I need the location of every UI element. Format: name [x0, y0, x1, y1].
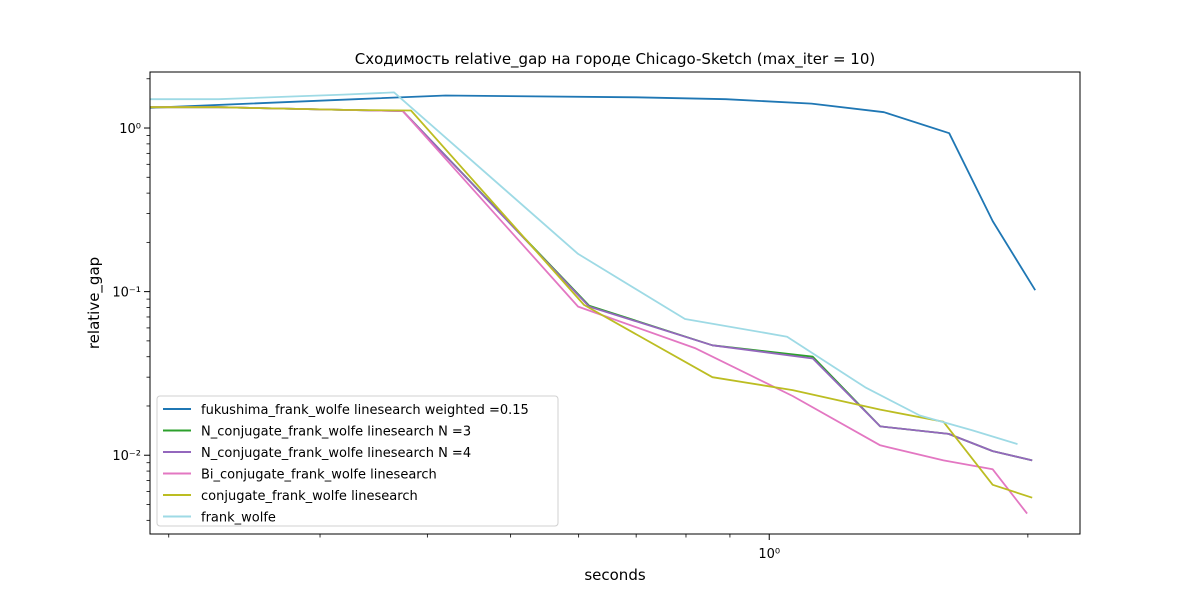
x-axis-label: seconds [584, 566, 645, 584]
series-line-frank-wolfe [150, 91, 1018, 445]
legend-label-fukushima-frank-wolfe-linesearch-weighted-0-15: fukushima_frank_wolfe linesearch weighte… [201, 403, 529, 418]
legend-box [156, 395, 559, 527]
chart-title: Сходимость relative_gap на городе Chicag… [355, 50, 876, 69]
series-layer [149, 91, 1036, 515]
series-line-conjugate-frank-wolfe-linesearch [150, 106, 1033, 499]
y-tick-label: 10⁰ [119, 122, 141, 137]
ticks-layer: 10⁰ 10⁰ 10⁻¹ 10⁻² [112, 78, 1029, 562]
legend-label-n-conjugate-frank-wolfe-linesearch-n-4: N_conjugate_frank_wolfe linesearch N =4 [201, 446, 471, 461]
y-tick-label: 10⁻¹ [112, 286, 141, 301]
plot-area-frame [149, 71, 1081, 535]
legend-label-frank-wolfe: frank_wolfe [201, 511, 276, 526]
legend-label-conjugate-frank-wolfe-linesearch: conjugate_frank_wolfe linesearch [201, 489, 418, 504]
x-tick-label: 10⁰ [758, 547, 780, 562]
y-axis-label: relative_gap [85, 257, 104, 349]
y-tick-label: 10⁻² [112, 449, 141, 464]
legend-label-n-conjugate-frank-wolfe-linesearch-n-3: N_conjugate_frank_wolfe linesearch N =3 [201, 425, 471, 440]
legend: fukushima_frank_wolfe linesearch weighte… [156, 395, 559, 527]
legend-label-bi-conjugate-frank-wolfe-linesearch: Bi_conjugate_frank_wolfe linesearch [201, 468, 437, 483]
